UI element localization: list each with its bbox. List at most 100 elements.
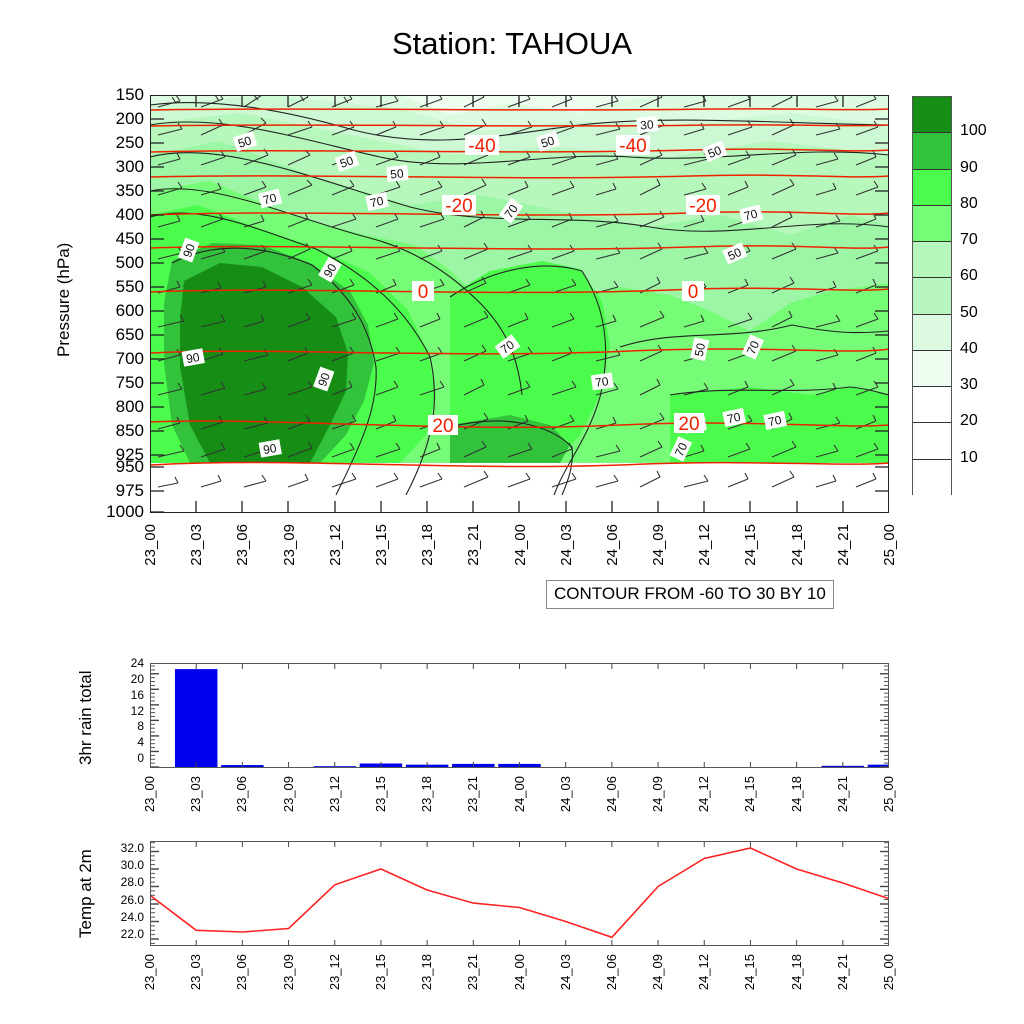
rain-x-tick-labels: 23_00 23_03 23_06 23_09 23_12 23_15 23_18 23_21… <box>142 772 896 824</box>
temp-chart-svg <box>149 840 890 947</box>
main-y-tick: 550 <box>115 277 144 296</box>
x-tick-label: 23_15 <box>372 776 388 813</box>
colorbar-tick-label: 30 <box>960 376 978 394</box>
colorbar-labels: 100 90 80 70 60 50 40 30 20 10 <box>960 96 1020 495</box>
x-tick-label: 24_03 <box>557 776 573 813</box>
rain-bar <box>174 669 218 767</box>
contour-range-note: CONTOUR FROM -60 TO 30 BY 10 <box>546 580 834 609</box>
temp-y-tick: 28.0 <box>120 875 144 890</box>
cross-section-svg: 30 50 50 50 50 50 50 50 70 70 70 70 70 7… <box>150 95 889 513</box>
x-tick-label: 23_21 <box>465 954 481 991</box>
svg-text:20: 20 <box>432 416 453 437</box>
colorbar-band <box>913 459 951 496</box>
svg-text:50: 50 <box>692 341 709 357</box>
x-tick-label: 23_18 <box>419 954 435 991</box>
colorbar-tick-label: 70 <box>960 231 978 249</box>
main-y-tick: 200 <box>115 109 144 128</box>
x-tick-label: 23_12 <box>326 776 342 813</box>
temp-y-tick-labels: 32.0 30.0 28.0 26.0 24.0 22.0 <box>98 836 144 951</box>
rain-bar-chart <box>149 662 890 769</box>
colorbar-band <box>913 242 951 279</box>
rain-y-axis-label: 3hr rain total <box>76 670 95 765</box>
x-tick-label: 23_06 <box>234 954 250 991</box>
x-tick-label: 24_06 <box>603 776 619 813</box>
temp-x-tick-labels: 23_00 23_03 23_06 23_09 23_12 23_15 23_18 23_21… <box>142 950 896 1002</box>
colorbar-band <box>913 278 951 315</box>
x-tick-label: 25_00 <box>881 524 898 566</box>
svg-text:70: 70 <box>743 207 760 224</box>
svg-text:50: 50 <box>236 133 253 151</box>
temp-y-tick: 24.0 <box>120 909 144 924</box>
main-y-axis-label: Pressure (hPa) <box>54 242 73 358</box>
x-tick-label: 23_00 <box>142 524 159 566</box>
svg-text:90: 90 <box>315 371 333 389</box>
colorbar-tick-label: 50 <box>960 303 978 321</box>
x-tick-label: 24_03 <box>557 954 573 991</box>
x-tick-label: 24_00 <box>511 776 527 813</box>
colorbar-band <box>913 387 951 424</box>
main-y-tick: 500 <box>115 253 144 272</box>
svg-text:50: 50 <box>390 166 405 181</box>
svg-text:70: 70 <box>594 374 609 390</box>
page-title: Station: TAHOUA <box>391 26 633 61</box>
x-tick-label: 23_12 <box>326 524 344 566</box>
x-tick-label: 24_15 <box>742 524 760 566</box>
x-tick-label: 23_03 <box>188 524 206 566</box>
main-y-tick: 1000 <box>106 502 144 521</box>
main-y-tick: 650 <box>115 325 144 344</box>
x-tick-label: 23_06 <box>234 524 252 566</box>
main-y-tick: 350 <box>115 181 144 200</box>
svg-text:90: 90 <box>321 261 340 280</box>
x-tick-label: 23_06 <box>234 776 250 813</box>
temperature-line-chart <box>149 840 890 947</box>
rain-y-tick: 0 <box>137 751 144 765</box>
svg-text:0: 0 <box>418 282 429 303</box>
colorbar-tick-label: 40 <box>960 339 978 357</box>
x-tick-label: 25_00 <box>881 954 896 991</box>
colorbar-band <box>913 205 951 243</box>
x-tick-label: 23_03 <box>188 954 204 991</box>
x-tick-label: 24_09 <box>650 954 666 991</box>
colorbar-tick-label: 90 <box>960 158 978 176</box>
x-tick-label: 24_21 <box>834 524 852 566</box>
cross-section-plot: 30 50 50 50 50 50 50 50 70 70 70 70 70 7… <box>150 95 889 513</box>
x-tick-label: 23_03 <box>188 776 204 813</box>
x-tick-label: 24_12 <box>696 954 712 991</box>
x-tick-label: 24_06 <box>603 954 619 991</box>
colorbar-band <box>913 350 951 388</box>
x-tick-label: 24_00 <box>511 954 527 991</box>
svg-text:20: 20 <box>678 414 699 435</box>
x-tick-label: 23_15 <box>372 954 388 991</box>
x-tick-label: 23_09 <box>280 524 298 566</box>
svg-text:70: 70 <box>726 410 742 427</box>
main-y-tick: 975 <box>115 481 144 500</box>
colorbar-band <box>913 314 951 351</box>
x-tick-label: 24_15 <box>742 954 758 991</box>
rain-y-tick: 12 <box>130 703 144 718</box>
main-y-tick: 150 <box>115 85 144 104</box>
main-y-tick: 300 <box>115 157 144 176</box>
colorbar-band <box>913 423 951 460</box>
colorbar-tick-label: 20 <box>960 412 978 430</box>
svg-text:90: 90 <box>262 441 278 457</box>
svg-text:50: 50 <box>338 153 356 171</box>
rain-y-tick: 16 <box>130 687 144 702</box>
svg-text:50: 50 <box>539 133 556 151</box>
svg-text:-40: -40 <box>468 136 495 157</box>
x-tick-label: 24_12 <box>696 524 714 566</box>
colorbar-band <box>913 169 951 206</box>
x-tick-label: 24_21 <box>834 954 850 991</box>
rain-chart-svg <box>149 662 890 769</box>
svg-text:70: 70 <box>369 194 385 211</box>
x-tick-label: 23_15 <box>372 524 390 566</box>
x-tick-label: 24_12 <box>696 776 712 813</box>
svg-text:50: 50 <box>726 245 744 263</box>
colorbar-tick-label: 80 <box>960 194 978 212</box>
colorbar-band <box>913 133 951 170</box>
temp-y-tick: 32.0 <box>120 841 144 855</box>
main-y-tick: 850 <box>115 421 144 440</box>
rain-y-tick: 4 <box>137 735 144 750</box>
svg-text:90: 90 <box>180 242 198 260</box>
contour-range-text: CONTOUR FROM -60 TO 30 BY 10 <box>554 584 826 603</box>
svg-text:70: 70 <box>744 338 762 356</box>
